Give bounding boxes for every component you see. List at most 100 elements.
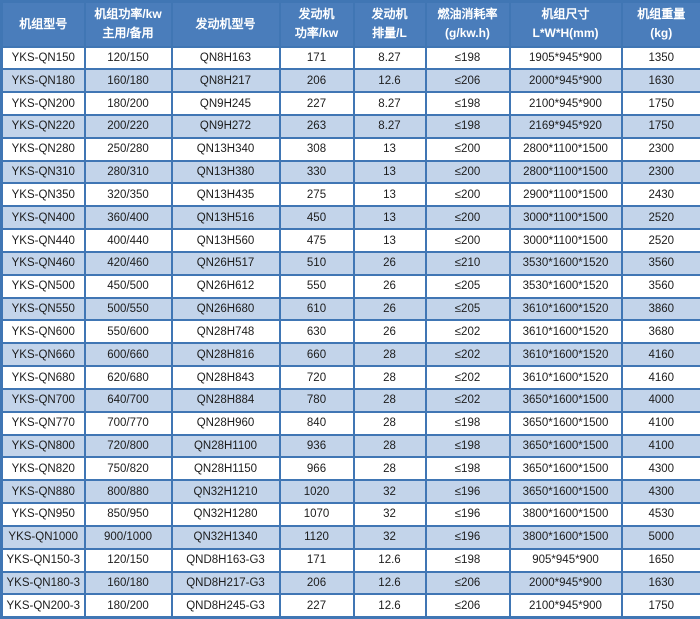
cell-displacement: 32	[352, 524, 427, 550]
header-line: 功率/kw	[294, 26, 339, 41]
header-line: 燃油消耗率	[437, 7, 498, 22]
table-row: YKS-QN680 620/680 QN28H843 720 28 ≤202 3610*16…	[0, 365, 700, 390]
cell-dimensions: 2100*945*900	[508, 593, 623, 619]
cell-unit-power: 160/180	[83, 570, 173, 596]
cell-dimensions: 3000*1100*1500	[508, 228, 623, 253]
column-header-unit-model: 机组型号	[0, 0, 86, 48]
cell-unit-model: YKS-QN770	[0, 410, 86, 436]
table-row: YKS-QN950 850/950 QN32H1280 1070 32 ≤196 3800*…	[0, 502, 700, 527]
cell-displacement: 28	[352, 410, 427, 436]
cell-displacement: 12.6	[352, 547, 427, 573]
cell-displacement: 26	[352, 319, 427, 345]
cell-engine-model: QN28H816	[170, 342, 281, 368]
cell-dimensions: 2800*1100*1500	[508, 159, 623, 185]
cell-engine-power: 171	[278, 45, 355, 71]
cell-dimensions: 2900*1100*1500	[508, 182, 623, 208]
cell-engine-power: 227	[278, 593, 355, 619]
cell-unit-model: YKS-QN350	[0, 182, 86, 208]
cell-fuel-rate: ≤200	[424, 159, 511, 185]
cell-engine-power: 263	[278, 113, 355, 139]
cell-engine-power: 227	[278, 91, 355, 116]
cell-unit-power: 500/550	[83, 296, 173, 322]
cell-dimensions: 3650*1600*1500	[508, 456, 623, 482]
cell-fuel-rate: ≤205	[424, 296, 511, 322]
cell-fuel-rate: ≤200	[424, 136, 511, 162]
header-line: 机组尺寸	[541, 7, 590, 22]
cell-weight: 2520	[620, 205, 700, 231]
cell-unit-model: YKS-QN310	[0, 159, 86, 185]
table-row: YKS-QN180 160/180 QN8H217 206 12.6 ≤206 2000*9…	[0, 68, 700, 94]
cell-engine-model: QN13H435	[170, 182, 281, 208]
cell-engine-model: QND8H245-G3	[170, 593, 281, 619]
header-line: 发动机	[371, 7, 408, 22]
cell-fuel-rate: ≤200	[424, 205, 511, 231]
cell-weight: 1350	[620, 45, 700, 71]
cell-engine-power: 475	[278, 228, 355, 253]
cell-unit-power: 850/950	[83, 502, 173, 527]
cell-displacement: 8.27	[352, 45, 427, 71]
cell-weight: 3860	[620, 296, 700, 322]
table-row: YKS-QN820 750/820 QN28H1150 966 28 ≤198 3650*1…	[0, 456, 700, 482]
cell-weight: 1750	[620, 593, 700, 619]
cell-engine-power: 308	[278, 136, 355, 162]
cell-unit-power: 620/680	[83, 365, 173, 390]
table-row: YKS-QN660 600/660 QN28H816 660 28 ≤202 3610*16…	[0, 342, 700, 368]
cell-unit-power: 900/1000	[83, 524, 173, 550]
header-line: 机组型号	[19, 16, 68, 31]
cell-engine-model: QN32H1280	[170, 502, 281, 527]
cell-weight: 4000	[620, 387, 700, 413]
cell-displacement: 28	[352, 342, 427, 368]
cell-displacement: 13	[352, 136, 427, 162]
cell-fuel-rate: ≤198	[424, 410, 511, 436]
table-row: YKS-QN220 200/220 QN9H272 263 8.27 ≤198 2169*9…	[0, 113, 700, 139]
cell-dimensions: 3800*1600*1500	[508, 524, 623, 550]
cell-unit-power: 640/700	[83, 387, 173, 413]
cell-fuel-rate: ≤198	[424, 433, 511, 459]
cell-engine-model: QN8H217	[170, 68, 281, 94]
cell-engine-power: 1070	[278, 502, 355, 527]
cell-dimensions: 3610*1600*1520	[508, 342, 623, 368]
cell-unit-power: 600/660	[83, 342, 173, 368]
cell-engine-model: QN13H516	[170, 205, 281, 231]
cell-engine-power: 206	[278, 68, 355, 94]
cell-weight: 3560	[620, 273, 700, 299]
cell-displacement: 26	[352, 250, 427, 276]
cell-dimensions: 2800*1100*1500	[508, 136, 623, 162]
cell-engine-power: 720	[278, 365, 355, 390]
table-row: YKS-QN400 360/400 QN13H516 450 13 ≤200 3000*11…	[0, 205, 700, 231]
cell-fuel-rate: ≤198	[424, 456, 511, 482]
cell-unit-model: YKS-QN220	[0, 113, 86, 139]
cell-fuel-rate: ≤206	[424, 68, 511, 94]
cell-unit-model: YKS-QN680	[0, 365, 86, 390]
column-header-dimensions: 机组尺寸 L*W*H(mm)	[508, 0, 623, 48]
cell-engine-model: QN13H560	[170, 228, 281, 253]
cell-unit-model: YKS-QN950	[0, 502, 86, 527]
column-header-unit-power: 机组功率/kw 主用/备用	[83, 0, 173, 48]
cell-dimensions: 3610*1600*1520	[508, 365, 623, 390]
column-header-fuel-rate: 燃油消耗率 (g/kw.h)	[424, 0, 511, 48]
cell-fuel-rate: ≤210	[424, 250, 511, 276]
cell-unit-power: 450/500	[83, 273, 173, 299]
cell-dimensions: 2000*945*900	[508, 68, 623, 94]
cell-displacement: 26	[352, 273, 427, 299]
cell-engine-power: 206	[278, 570, 355, 596]
cell-dimensions: 3530*1600*1520	[508, 273, 623, 299]
cell-unit-power: 400/440	[83, 228, 173, 253]
table-row: YKS-QN150-3 120/150 QND8H163-G3 171 12.6 ≤198…	[0, 547, 700, 573]
cell-weight: 3680	[620, 319, 700, 345]
cell-weight: 1630	[620, 68, 700, 94]
cell-dimensions: 3650*1600*1500	[508, 410, 623, 436]
cell-displacement: 32	[352, 479, 427, 505]
cell-displacement: 12.6	[352, 570, 427, 596]
header-row: 机组型号 机组功率/kw 主用/备用 发动机型号 发动机 功率/kw 发动机 排量/L 燃油消耗…	[0, 0, 700, 48]
cell-dimensions: 905*945*900	[508, 547, 623, 573]
header-line: 排量/L	[372, 26, 407, 41]
cell-unit-power: 280/310	[83, 159, 173, 185]
cell-dimensions: 3650*1600*1500	[508, 433, 623, 459]
cell-fuel-rate: ≤202	[424, 387, 511, 413]
cell-fuel-rate: ≤200	[424, 228, 511, 253]
cell-fuel-rate: ≤206	[424, 570, 511, 596]
cell-engine-model: QN26H612	[170, 273, 281, 299]
cell-unit-model: YKS-QN820	[0, 456, 86, 482]
cell-fuel-rate: ≤202	[424, 365, 511, 390]
